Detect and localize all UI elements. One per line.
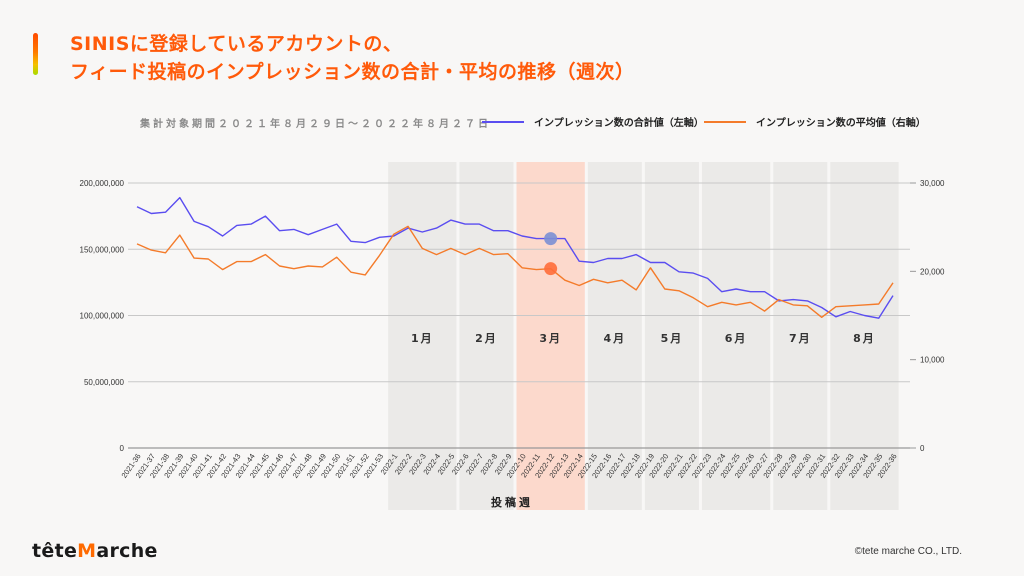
y-left-tick-label: 200,000,000: [80, 179, 125, 188]
copyright: ©tete marche CO., LTD.: [854, 546, 962, 557]
legend-swatch-sum: [482, 120, 524, 123]
series-line-sum: [136, 196, 894, 319]
legend-label-sum: インプレッション数の合計値（左軸）: [534, 118, 704, 129]
month-band: [773, 162, 828, 510]
month-label: 8月: [853, 332, 876, 345]
y-right-tick-label: 30,000: [920, 179, 945, 188]
tetemarche-logo: têteMarche: [32, 540, 158, 562]
x-axis-title: 投稿週: [491, 495, 533, 509]
title-line-1: SINISに登録しているアカウントの、: [70, 33, 403, 55]
page-title: SINISに登録しているアカウントの、 フィード投稿のインプレッション数の合計・…: [70, 30, 635, 86]
y-left-tick-label: 100,000,000: [80, 312, 125, 321]
highlight-marker-sum: [544, 232, 558, 246]
month-band: [701, 162, 771, 510]
line-chart: 1月 2月 3月 4月 5月 6月 7月 8月 0 50,000,000 100,000,000 15…: [80, 162, 945, 510]
month-band: [459, 162, 514, 510]
month-label: 7月: [789, 332, 812, 345]
title-accent-bar: [33, 33, 38, 75]
month-label: 1月: [411, 332, 434, 345]
y-right-tick-label: 0: [920, 444, 925, 453]
month-label: 5月: [661, 332, 684, 345]
y-left-tick-label: 0: [120, 444, 125, 453]
aggregation-period: 集計対象期間２０２１年８月２９日～２０２２年８月２７日: [140, 119, 491, 130]
month-band: [388, 162, 457, 510]
y-right-tick-label: 20,000: [920, 267, 945, 276]
month-band: [830, 162, 899, 510]
title-line-2: フィード投稿のインプレッション数の合計・平均の推移（週次）: [70, 61, 635, 83]
highlight-marker-avg: [544, 262, 558, 276]
legend-label-avg: インプレッション数の平均値（右軸）: [756, 118, 926, 129]
series-line-avg: [136, 225, 894, 319]
month-label: 3月: [539, 332, 562, 345]
legend-swatch-avg: [704, 120, 746, 123]
month-label: 6月: [725, 332, 748, 345]
month-band: [516, 162, 585, 510]
month-label: 4月: [604, 332, 627, 345]
month-band: [587, 162, 642, 510]
legend-item-avg: インプレッション数の平均値（右軸）: [704, 114, 926, 129]
y-left-tick-label: 50,000,000: [84, 378, 125, 387]
month-label: 2月: [475, 332, 498, 345]
y-left-tick-label: 150,000,000: [80, 245, 125, 254]
y-right-tick-label: 10,000: [920, 356, 945, 365]
month-band: [644, 162, 699, 510]
legend-item-sum: インプレッション数の合計値（左軸）: [482, 114, 704, 129]
